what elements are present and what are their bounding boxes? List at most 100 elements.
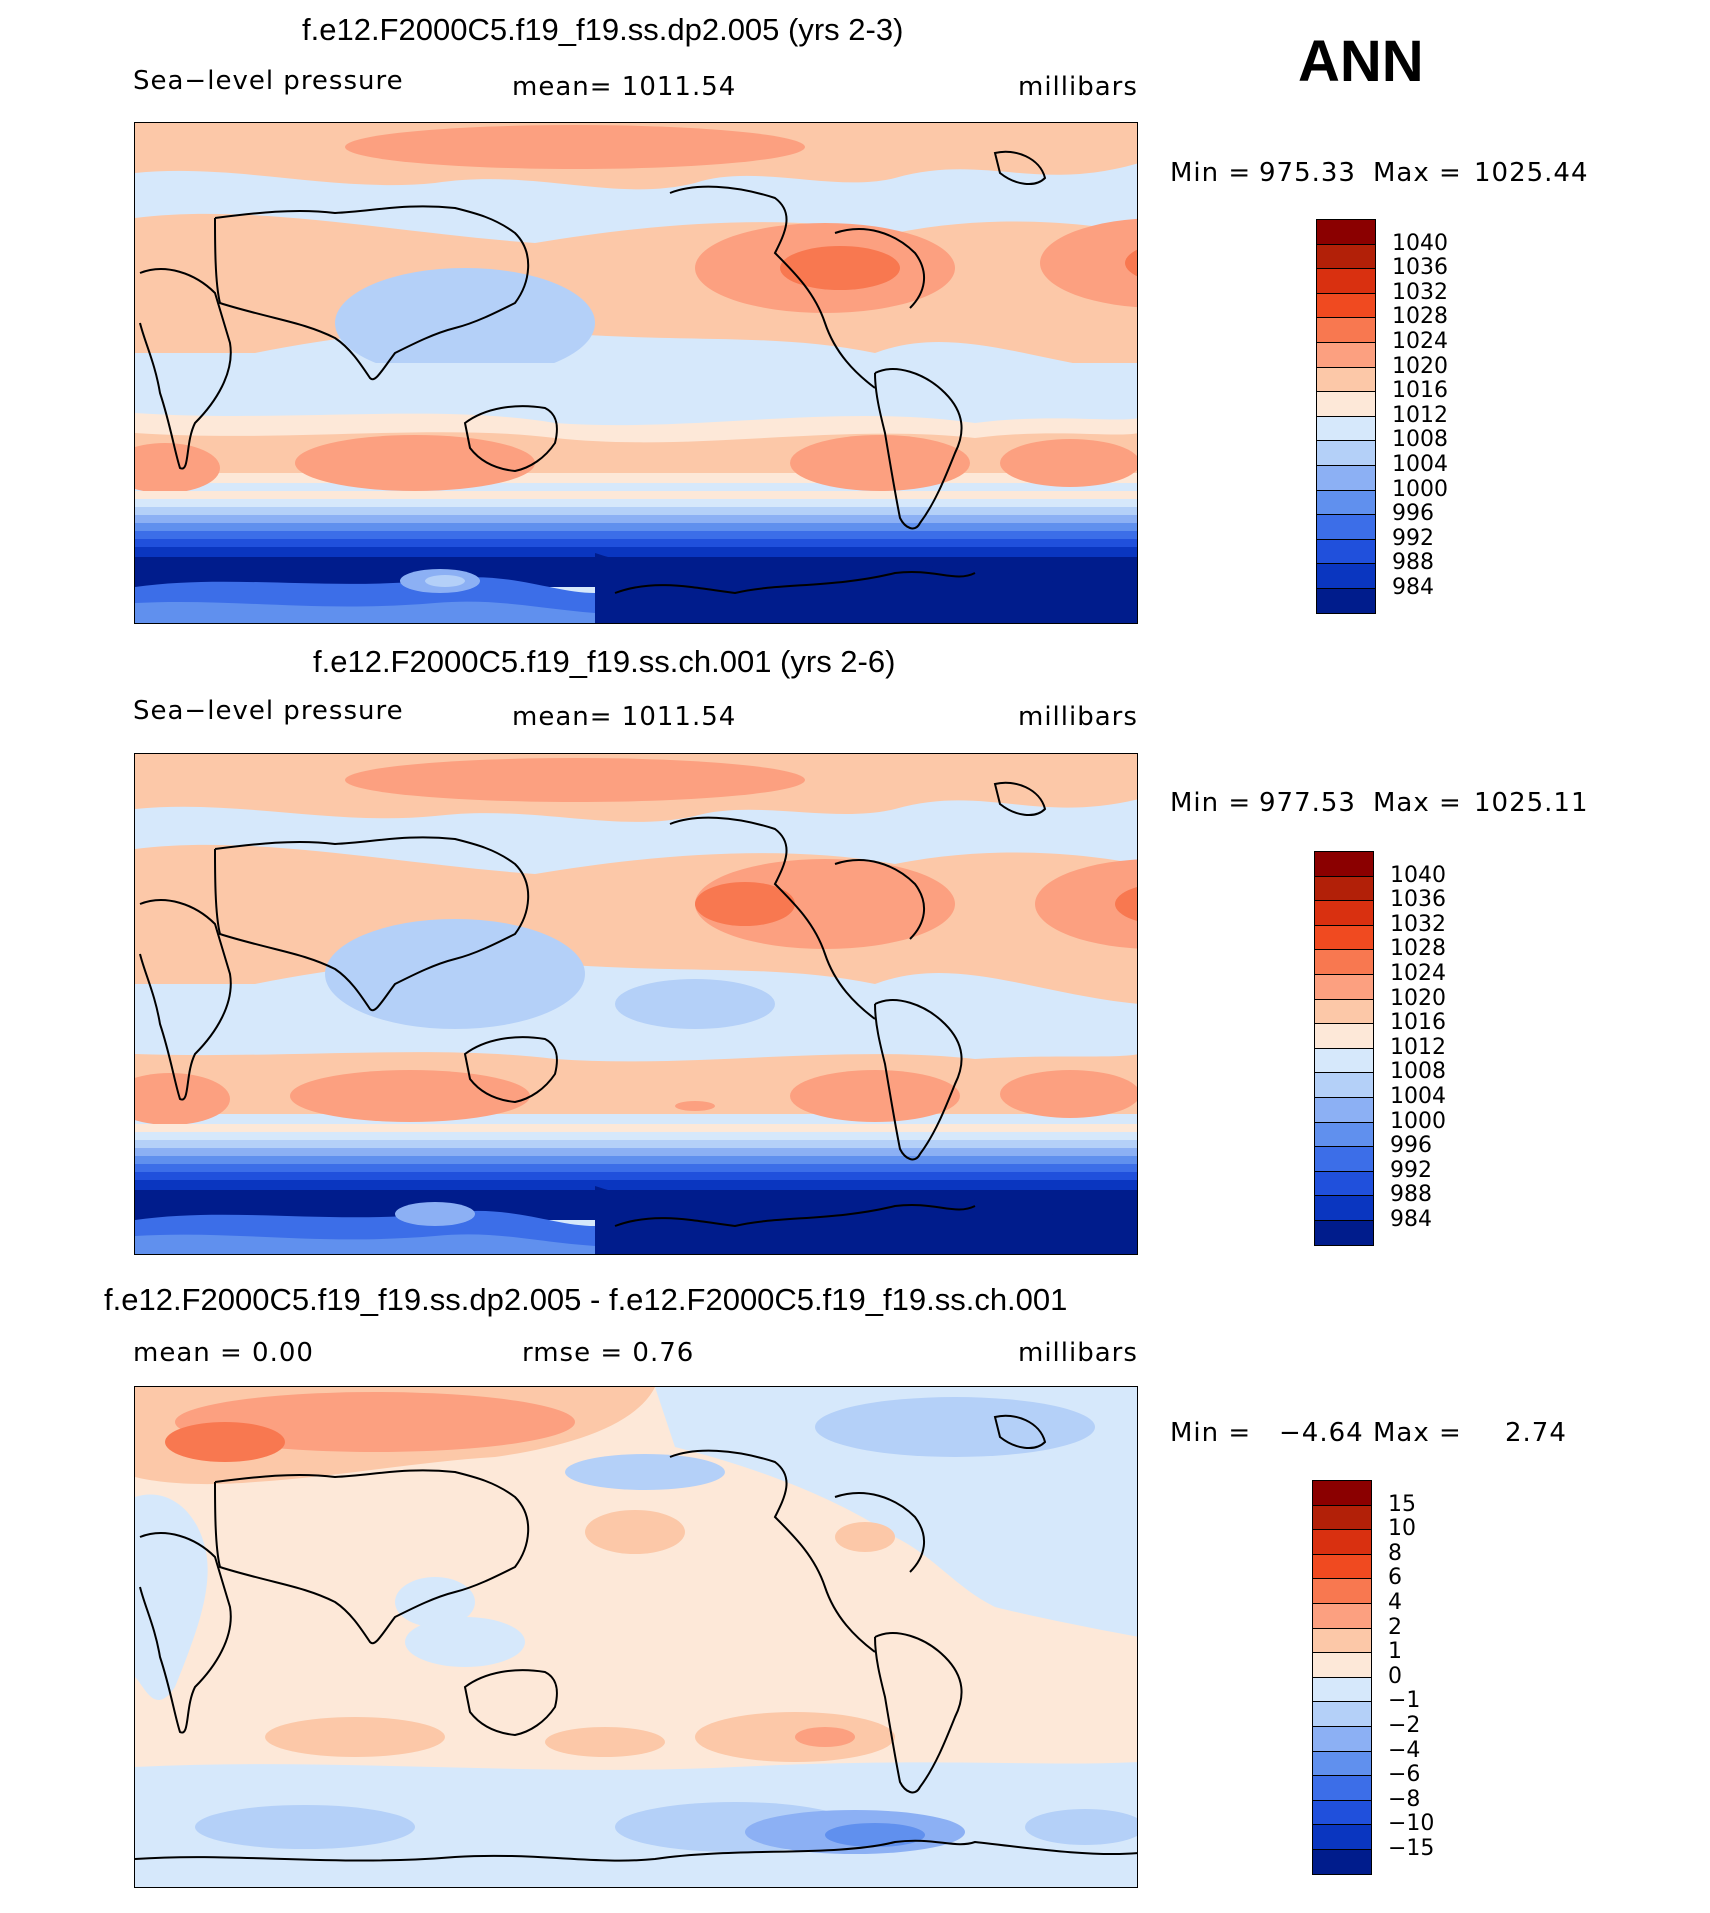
colorbar-swatch [1312, 1603, 1372, 1629]
panel3-map [134, 1386, 1138, 1888]
colorbar-label: 1004 [1392, 452, 1448, 477]
panel3-max-label: Max = [1373, 1418, 1462, 1448]
colorbar-label: 1000 [1392, 476, 1448, 502]
colorbar-swatch [1314, 1121, 1374, 1148]
colorbar-swatch [1312, 1775, 1372, 1801]
colorbar-swatch [1316, 219, 1376, 245]
colorbar-swatch [1314, 1220, 1374, 1246]
colorbar-label: 1028 [1390, 936, 1446, 962]
panel3-title: f.e12.F2000C5.f19_f19.ss.dp2.005 - f.e12… [104, 1282, 1068, 1317]
panel1-variable-label: Sea−level pressure [133, 66, 404, 96]
colorbar-label: 988 [1390, 1182, 1432, 1208]
colorbar-label: 996 [1390, 1133, 1432, 1159]
colorbar-swatch [1314, 1146, 1374, 1172]
colorbar-label: 1024 [1390, 961, 1446, 986]
colorbar-label: 1032 [1390, 911, 1446, 937]
panel1-title: f.e12.F2000C5.f19_f19.ss.dp2.005 (yrs 2-… [302, 12, 904, 47]
colorbar-label: 1000 [1390, 1108, 1446, 1134]
colorbar-swatch [1312, 1726, 1372, 1752]
colorbar-label: 1040 [1390, 862, 1446, 888]
colorbar-swatch [1316, 563, 1376, 589]
colorbar-swatch [1312, 1849, 1372, 1875]
colorbar-label: 4 [1388, 1590, 1402, 1615]
panel3-units-label: millibars [1018, 1338, 1138, 1368]
colorbar-label: 1036 [1390, 887, 1446, 913]
panel2-units-label: millibars [1018, 702, 1138, 732]
panel1-map-field [135, 123, 1137, 623]
colorbar-label: 1024 [1392, 329, 1448, 354]
panel3-map-field [135, 1387, 1137, 1887]
colorbar-swatch [1316, 366, 1376, 393]
panel2-max-value: 1025.11 [1474, 788, 1589, 818]
colorbar-swatch [1312, 1553, 1372, 1580]
panel1-min-label: Min = [1170, 158, 1252, 188]
colorbar-label: 2 [1388, 1614, 1402, 1640]
colorbar-swatch [1314, 851, 1374, 877]
colorbar-swatch [1312, 1504, 1372, 1531]
colorbar-swatch [1316, 243, 1376, 270]
colorbar-swatch [1314, 1170, 1374, 1197]
colorbar-label: 1008 [1390, 1059, 1446, 1085]
season-label: ANN [1298, 29, 1424, 94]
colorbar-swatch [1314, 900, 1374, 926]
colorbar-swatch [1316, 514, 1376, 540]
colorbar-label: 8 [1388, 1540, 1402, 1566]
colorbar-label: 984 [1392, 575, 1434, 600]
colorbar-label: 1012 [1392, 402, 1448, 428]
colorbar-swatch [1312, 1824, 1372, 1850]
colorbar-swatch [1312, 1799, 1372, 1826]
colorbar-swatch [1316, 489, 1376, 516]
colorbar-swatch [1312, 1750, 1372, 1777]
colorbar-swatch [1314, 949, 1374, 975]
colorbar-swatch [1316, 292, 1376, 319]
colorbar-label: 1028 [1392, 304, 1448, 330]
colorbar-swatch [1316, 268, 1376, 294]
colorbar-label: 1036 [1392, 255, 1448, 281]
panel3-min-label: Min = [1170, 1418, 1252, 1448]
colorbar-swatch [1314, 1072, 1374, 1098]
colorbar-label: 1020 [1390, 985, 1446, 1011]
colorbar-swatch [1312, 1480, 1372, 1506]
colorbar-label: −2 [1388, 1713, 1421, 1738]
colorbar-swatch [1314, 875, 1374, 902]
colorbar-label: 10 [1388, 1516, 1416, 1542]
colorbar-swatch [1312, 1676, 1372, 1703]
colorbar-swatch [1316, 317, 1376, 343]
colorbar-swatch [1312, 1701, 1372, 1727]
colorbar-swatch [1316, 342, 1376, 368]
panel1-max-label: Max = [1373, 158, 1462, 188]
colorbar-swatch [1316, 415, 1376, 442]
panel2-max-label: Max = [1373, 788, 1462, 818]
colorbar-label: 992 [1392, 525, 1434, 551]
colorbar-label: 1016 [1392, 378, 1448, 404]
colorbar-label: 6 [1388, 1565, 1402, 1591]
panel3-rmse-label: rmse = 0.76 [522, 1338, 695, 1368]
colorbar-swatch [1314, 1195, 1374, 1221]
panel1-min-value: 975.33 [1259, 158, 1356, 188]
colorbar-label: −1 [1388, 1688, 1421, 1714]
colorbar-swatch [1312, 1627, 1372, 1654]
panel1-max-value: 1025.44 [1474, 158, 1589, 188]
colorbar-label: 1032 [1392, 279, 1448, 305]
colorbar-swatch [1314, 924, 1374, 951]
colorbar-label: 988 [1392, 550, 1434, 576]
panel2-mean-label: mean= 1011.54 [512, 702, 737, 732]
panel2-min-value: 977.53 [1259, 788, 1356, 818]
colorbar-label: 1004 [1390, 1084, 1446, 1109]
panel2-title: f.e12.F2000C5.f19_f19.ss.ch.001 (yrs 2-6… [313, 644, 896, 679]
colorbar-swatch [1316, 588, 1376, 614]
colorbar-swatch [1314, 998, 1374, 1025]
colorbar-label: −8 [1388, 1786, 1421, 1812]
colorbar-swatch [1312, 1652, 1372, 1678]
colorbar-swatch [1316, 391, 1376, 417]
colorbar-swatch [1316, 440, 1376, 466]
colorbar-swatch [1312, 1529, 1372, 1555]
colorbar-label: 1012 [1390, 1034, 1446, 1060]
colorbar-label: 984 [1390, 1207, 1432, 1232]
colorbar-label: 1008 [1392, 427, 1448, 453]
panel3-max-value: 2.74 [1505, 1418, 1567, 1448]
panel3-min-value: −4.64 [1279, 1418, 1364, 1448]
colorbar-swatch [1316, 538, 1376, 565]
colorbar-label: −15 [1388, 1836, 1435, 1861]
colorbar-swatch [1316, 465, 1376, 491]
